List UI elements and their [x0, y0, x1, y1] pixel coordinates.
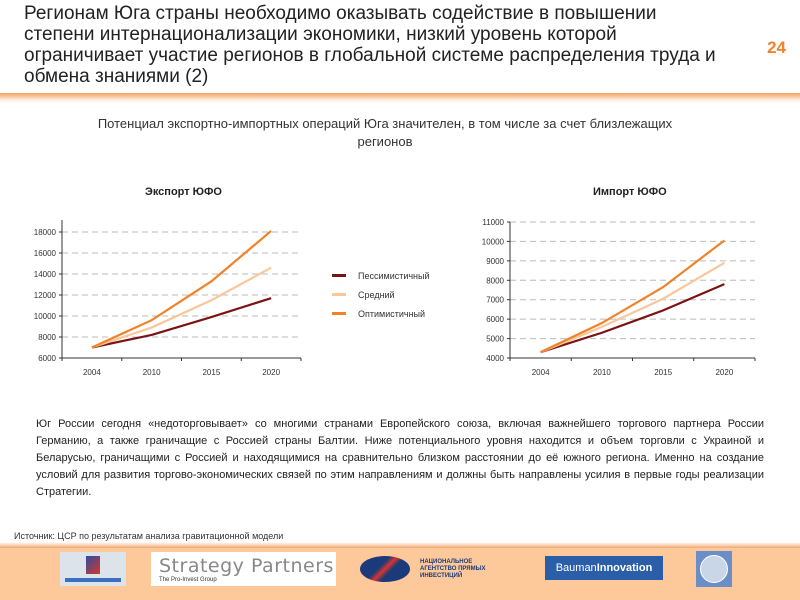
y-tick-label: 12000 — [34, 291, 57, 300]
napi-logo-text: НАЦИОНАЛЬНОЕ АГЕНТСТВО ПРЯМЫХ ИНВЕСТИЦИЙ — [420, 558, 486, 579]
legend-item-medium: Средний — [332, 285, 430, 304]
strategy-partners-logo: Strategy Partners The Pro-Invest Group — [151, 552, 336, 586]
y-tick-label: 10000 — [34, 312, 57, 321]
x-tick-label: 2004 — [83, 368, 101, 377]
header-divider — [0, 93, 800, 103]
x-tick-label: 2015 — [654, 368, 672, 377]
x-tick-label: 2020 — [715, 368, 733, 377]
y-tick-label: 6000 — [486, 315, 504, 324]
legend-label: Средний — [358, 289, 395, 300]
export-chart-title: Экспорт ЮФО — [145, 186, 222, 198]
y-tick-label: 16000 — [34, 249, 57, 258]
x-tick-label: 2010 — [143, 368, 161, 377]
sp-logo-subtext: The Pro-Invest Group — [159, 577, 217, 583]
chart-legend: Пессимистичный Средний Оптимистичный — [332, 266, 430, 323]
y-tick-label: 6000 — [38, 354, 56, 363]
bauman-text: Bauman — [555, 562, 597, 574]
y-tick-label: 4000 — [486, 354, 504, 363]
footer-divider — [0, 542, 800, 550]
x-tick-label: 2004 — [532, 368, 550, 377]
legend-item-optimistic: Оптимистичный — [332, 304, 430, 323]
legend-label: Оптимистичный — [358, 308, 426, 319]
source-note: Источник: ЦСР по результатам анализа гра… — [14, 531, 284, 541]
y-tick-label: 18000 — [34, 228, 57, 237]
y-tick-label: 8000 — [38, 333, 56, 342]
x-tick-label: 2015 — [202, 368, 220, 377]
bauman-innovation-logo: Bauman Innovation — [545, 556, 663, 580]
series-line-pessimistic — [91, 297, 272, 349]
series-line-pessimistic — [540, 283, 725, 354]
legend-item-pessimistic: Пессимистичный — [332, 266, 430, 285]
page-number: 24 — [767, 38, 786, 57]
charts: 6000 8000 10000 12000 14000 16000 18000 2004 201… — [34, 218, 756, 377]
page-title: Регионам Юга страны необходимо оказывать… — [24, 3, 716, 87]
emblem-logo — [696, 551, 732, 587]
x-tick-label: 2020 — [262, 368, 280, 377]
napi-logo: НАЦИОНАЛЬНОЕ АГЕНТСТВО ПРЯМЫХ ИНВЕСТИЦИЙ — [355, 552, 515, 586]
innovation-text: Innovation — [596, 562, 653, 574]
series-line-optimistic — [91, 230, 272, 349]
y-tick-label: 10000 — [482, 237, 505, 246]
legend-label: Пессимистичный — [358, 270, 430, 281]
y-tick-label: 5000 — [486, 335, 504, 344]
y-tick-label: 7000 — [486, 296, 504, 305]
y-tick-label: 14000 — [34, 270, 57, 279]
sp-logo-text: Strategy Partners — [159, 555, 334, 577]
slide-subtitle: Потенциал экспортно-импортных операций Ю… — [97, 116, 673, 149]
y-tick-label: 9000 — [486, 257, 504, 266]
series-line-medium — [540, 261, 725, 354]
y-tick-label: 11000 — [482, 218, 504, 227]
import-chart-title: Импорт ЮФО — [593, 186, 667, 198]
series-line-medium — [91, 266, 272, 349]
y-tick-label: 8000 — [486, 276, 504, 285]
x-tick-label: 2010 — [593, 368, 611, 377]
csr-logo — [60, 552, 126, 586]
series-line-optimistic — [540, 239, 726, 354]
body-text: Юг России сегодня «недоторговывает» со м… — [36, 418, 764, 498]
